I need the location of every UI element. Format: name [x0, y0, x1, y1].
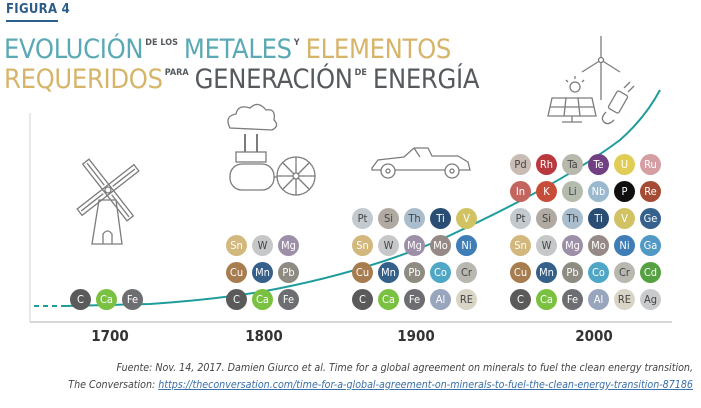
element-re-1900: RE	[456, 289, 477, 310]
element-re-2000: RE	[614, 289, 635, 310]
element-c-1700: C	[70, 289, 91, 310]
element-sn-1800: Sn	[226, 235, 247, 256]
element-v-2000: V	[614, 208, 635, 229]
element-w-1800: W	[252, 235, 273, 256]
element-ga-2000: Ga	[640, 235, 661, 256]
title-word: DE LOS	[145, 38, 178, 48]
element-c-1800: C	[226, 289, 247, 310]
element-pb-1900: Pb	[404, 262, 425, 283]
element-ru-2000: Ru	[640, 154, 661, 175]
element-ni-2000: Ni	[614, 235, 635, 256]
element-al-2000: Al	[588, 289, 609, 310]
element-ti-1900: Ti	[430, 208, 451, 229]
title-word: EVOLUCIÓN	[4, 34, 144, 65]
element-fe-1700: Fe	[122, 289, 143, 310]
caption-line-2: The Conversation: https://theconversatio…	[68, 379, 693, 391]
element-p-2000: P	[614, 181, 635, 202]
title-word: REQUERIDOS	[4, 64, 163, 95]
element-al-1900: Al	[430, 289, 451, 310]
element-ag-2000: Ag	[640, 289, 661, 310]
element-th-1900: Th	[404, 208, 425, 229]
caption-link[interactable]: https://theconversation.com/time-for-a-g…	[158, 379, 693, 391]
element-mo-1900: Mo	[430, 235, 451, 256]
element-nb-2000: Nb	[588, 181, 609, 202]
figure-label: FIGURA 4	[6, 2, 71, 17]
element-co-2000: Co	[588, 262, 609, 283]
element-ca-1900: Ca	[378, 289, 399, 310]
element-fe-1900: Fe	[404, 289, 425, 310]
title-word: DE	[354, 68, 367, 78]
element-ti-2000: Ti	[588, 208, 609, 229]
element-pb-2000: Pb	[562, 262, 583, 283]
element-th-2000: Th	[562, 208, 583, 229]
element-ca-1700: Ca	[96, 289, 117, 310]
element-mg-1900: Mg	[404, 235, 425, 256]
element-cr-2000: Cr	[614, 262, 635, 283]
title-line-1: EVOLUCIÓN DE LOS METALES Y ELEMENTOS	[4, 28, 451, 65]
element-te-2000: Te	[588, 154, 609, 175]
element-cu-2000: Cu	[510, 262, 531, 283]
element-cu-1800: Cu	[226, 262, 247, 283]
title-word: ELEMENTOS	[305, 34, 452, 65]
title-word: GENERACIÓN	[194, 64, 353, 95]
title-word: PARA	[164, 68, 189, 78]
element-u-2000: U	[614, 154, 635, 175]
element-pd-2000: Pd	[510, 154, 531, 175]
x-label-2000: 2000	[575, 327, 613, 345]
title-word: ENERGÍA	[372, 64, 480, 95]
figure-label-rule	[6, 20, 58, 22]
element-fe-1800: Fe	[278, 289, 299, 310]
element-cr-1900: Cr	[456, 262, 477, 283]
steam-engine-icon	[227, 103, 316, 196]
element-si-1900: Si	[378, 208, 399, 229]
element-ta-2000: Ta	[562, 154, 583, 175]
element-rh-2000: Rh	[536, 154, 557, 175]
renewables-icon	[547, 36, 635, 125]
element-ge-2000: Ge	[640, 208, 661, 229]
element-c-2000: C	[510, 289, 531, 310]
x-label-1700: 1700	[91, 327, 129, 345]
car-icon	[371, 147, 471, 179]
element-mg-2000: Mg	[562, 235, 583, 256]
element-in-2000: In	[510, 181, 531, 202]
element-ca-2000: Ca	[536, 289, 557, 310]
element-re-2000: Re	[640, 181, 661, 202]
title-line-2: REQUERIDOS PARA GENERACIÓN DE ENERGÍA	[4, 58, 479, 95]
element-mo-2000: Mo	[588, 235, 609, 256]
element-li-2000: Li	[562, 181, 583, 202]
element-si-2000: Si	[536, 208, 557, 229]
element-mg-1800: Mg	[278, 235, 299, 256]
element-w-2000: W	[536, 235, 557, 256]
element-mn-1900: Mn	[378, 262, 399, 283]
element-v-1900: V	[456, 208, 477, 229]
element-cu-1900: Cu	[352, 262, 373, 283]
element-co-1900: Co	[430, 262, 451, 283]
x-label-1800: 1800	[245, 327, 283, 345]
windmill-icon	[76, 158, 140, 245]
element-pt-2000: Pt	[510, 208, 531, 229]
caption-line-1: Fuente: Nov. 14, 2017. Damien Giurco et …	[116, 362, 693, 374]
element-mn-1800: Mn	[252, 262, 273, 283]
element-pb-1800: Pb	[278, 262, 299, 283]
element-c-1900: C	[352, 289, 373, 310]
caption-prefix: The Conversation:	[68, 379, 159, 391]
element-w-1900: W	[378, 235, 399, 256]
x-label-1900: 1900	[397, 327, 435, 345]
title-word: METALES	[183, 34, 292, 65]
element-ca-1800: Ca	[252, 289, 273, 310]
title-word: Y	[293, 38, 300, 48]
element-cd-2000: Cd	[640, 262, 661, 283]
element-pt-1900: Pt	[352, 208, 373, 229]
element-ni-1900: Ni	[456, 235, 477, 256]
element-fe-2000: Fe	[562, 289, 583, 310]
element-mn-2000: Mn	[536, 262, 557, 283]
element-k-2000: K	[536, 181, 557, 202]
element-sn-1900: Sn	[352, 235, 373, 256]
element-sn-2000: Sn	[510, 235, 531, 256]
